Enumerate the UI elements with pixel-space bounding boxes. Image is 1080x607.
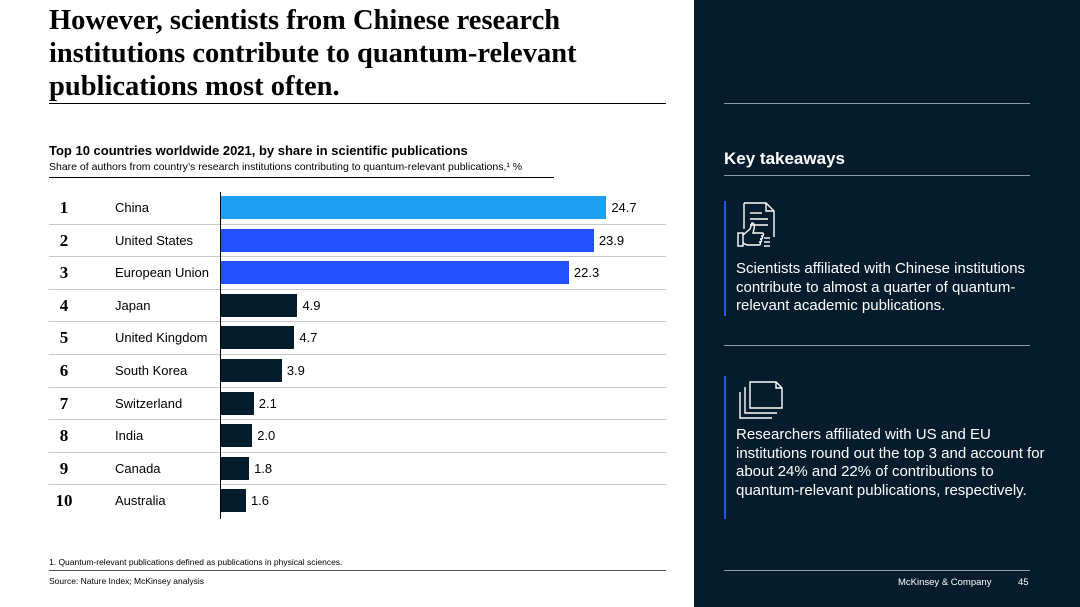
takeaway-accent-bar: [724, 201, 726, 316]
data-label: 1.8: [254, 460, 273, 476]
chart-axis-line: [220, 192, 221, 519]
key-takeaways-heading: Key takeaways: [724, 149, 845, 168]
table-row: 3 European Union 22.3: [49, 257, 666, 290]
rank-label: 4: [59, 295, 69, 315]
footnote: 1. Quantum-relevant publications defined…: [49, 557, 343, 567]
category-label: China: [115, 200, 149, 215]
takeaway-1-text: Scientists affiliated with Chinese insti…: [736, 260, 1026, 314]
table-row: 8 India 2.0: [49, 420, 666, 453]
rank-label: 6: [59, 361, 69, 380]
bar: [221, 424, 253, 448]
table-row: 6 South Korea 3.9: [49, 355, 666, 388]
rank-label: 9: [59, 458, 69, 478]
data-label: 4.9: [302, 297, 321, 313]
rank-label: 3: [59, 263, 69, 283]
rank-label: 8: [59, 426, 69, 446]
table-row: 4 Japan 4.9: [49, 290, 666, 323]
rank-label: 10: [55, 491, 73, 511]
bar: [221, 391, 254, 415]
data-label: 24.7: [611, 200, 637, 215]
takeaway-accent-bar: [724, 376, 726, 519]
bar: [221, 261, 569, 285]
bar: [221, 293, 298, 317]
bar: [221, 228, 594, 252]
category-label: Australia: [115, 493, 166, 509]
rank-label: 5: [59, 328, 69, 348]
stacked-documents-icon: [736, 380, 784, 425]
takeaway-1: Scientists affiliated with Chinese insti…: [724, 201, 1044, 316]
page-title: However, scientists from Chinese researc…: [49, 5, 577, 102]
table-row: 5 United Kingdom 4.7: [49, 322, 666, 355]
rank-label: 2: [59, 230, 69, 250]
table-row: 9 Canada 1.8: [49, 453, 666, 486]
footer-divider: [724, 570, 1030, 571]
bar: [221, 196, 607, 219]
data-label: 2.0: [257, 428, 276, 444]
category-label: Switzerland: [115, 395, 183, 411]
takeaway-2-text: Researchers affiliated with US and EU in…: [736, 426, 1045, 499]
data-label: 22.3: [573, 265, 600, 281]
table-row: 1 China 24.7: [49, 192, 666, 225]
takeaways-panel: Key takeaways Scientists affiliated with…: [694, 0, 1080, 607]
page-number: 45: [1018, 577, 1029, 588]
source-note: Source: Nature Index; McKinsey analysis: [49, 576, 204, 586]
category-label: United Kingdom: [115, 330, 208, 346]
chart-title: Top 10 countries worldwide 2021, by shar…: [49, 143, 468, 158]
rank-label: 7: [59, 393, 69, 413]
category-label: United States: [115, 232, 194, 248]
main-content: However, scientists from Chinese researc…: [49, 5, 666, 586]
data-label: 3.9: [286, 363, 305, 378]
rank-label: 1: [59, 198, 69, 217]
table-row: 2 United States 23.9: [49, 225, 666, 258]
footer-divider: [49, 570, 666, 571]
category-label: India: [115, 428, 144, 444]
category-label: South Korea: [115, 363, 188, 378]
table-row: 7 Switzerland 2.1: [49, 388, 666, 421]
brand-name: McKinsey & Company: [898, 577, 992, 588]
document-thumbs-up-icon: [736, 201, 778, 256]
title-divider: [49, 103, 666, 104]
category-label: European Union: [115, 265, 209, 281]
data-label: 2.1: [258, 395, 277, 411]
data-label: 1.6: [250, 493, 270, 509]
subtitle-underline: [49, 177, 554, 178]
bar: [221, 456, 250, 480]
category-label: Japan: [115, 297, 151, 313]
table-row: 10 Australia 1.6: [49, 485, 666, 518]
category-label: Canada: [115, 460, 161, 476]
bar: [221, 326, 295, 350]
takeaway-divider: [724, 345, 1030, 346]
heading-divider: [724, 175, 1030, 176]
bar: [221, 489, 246, 513]
panel-top-divider: [724, 103, 1030, 104]
data-label: 4.7: [299, 330, 318, 346]
data-label: 23.9: [598, 232, 625, 248]
bar: [221, 359, 282, 382]
takeaway-2: Researchers affiliated with US and EU in…: [724, 376, 1045, 519]
chart-subtitle: Share of authors from country’s research…: [49, 161, 523, 173]
